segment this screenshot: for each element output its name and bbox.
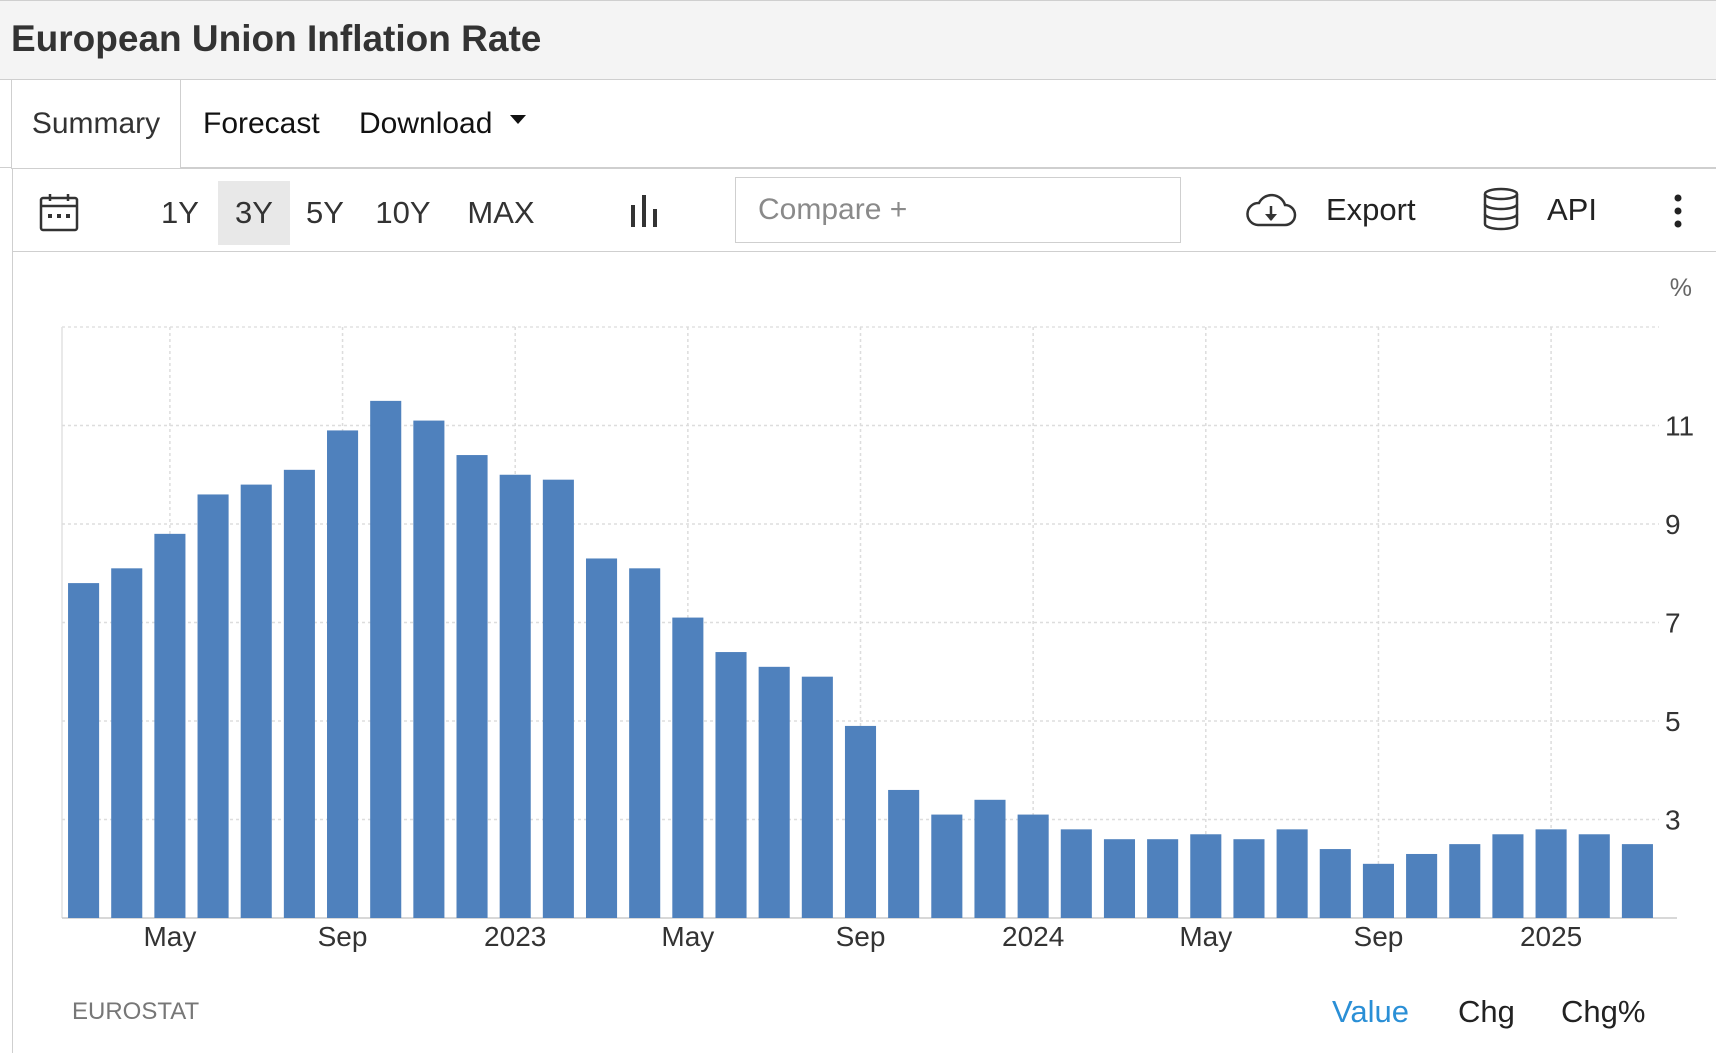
x-tick-label: Sep: [1354, 921, 1404, 952]
bar: [1060, 829, 1092, 918]
x-tick-label: Sep: [836, 921, 886, 952]
chart-toolbar: 1Y 3Y 5Y 10Y MAX Compare + Export API: [12, 168, 1716, 252]
footer-tab-value[interactable]: Value: [1332, 994, 1409, 1029]
range-5y-button[interactable]: 5Y: [306, 195, 344, 230]
tab-summary[interactable]: Summary: [11, 80, 181, 169]
tab-download-label: Download: [359, 107, 493, 140]
bar: [888, 789, 920, 918]
bar: [327, 430, 359, 918]
range-3y-button[interactable]: 3Y: [218, 181, 290, 245]
bar: [758, 666, 790, 918]
bar: [456, 455, 488, 918]
tab-download[interactable]: Download: [359, 80, 527, 168]
bar: [1190, 834, 1222, 918]
bar: [111, 568, 143, 918]
y-tick-label: 3: [1665, 805, 1681, 836]
bar: [1578, 834, 1610, 918]
chart-bars: [68, 400, 1653, 918]
y-tick-label: 5: [1665, 706, 1681, 737]
caret-down-icon: [510, 114, 527, 124]
range-10y-button[interactable]: 10Y: [375, 195, 431, 230]
x-tick-label: 2023: [484, 921, 546, 952]
more-vertical-icon[interactable]: [1673, 193, 1683, 229]
calendar-icon[interactable]: [39, 192, 79, 232]
x-tick-label: Sep: [318, 921, 368, 952]
x-tick-label: May: [1179, 921, 1232, 952]
y-tick-label: 7: [1665, 608, 1681, 639]
y-axis-ticks: 3 5 7 9 11: [1665, 411, 1694, 836]
bar: [542, 479, 574, 918]
y-tick-label: 9: [1665, 509, 1681, 540]
x-axis-ticks: May Sep 2023 May Sep 2024 May Sep 2025: [143, 921, 1582, 952]
compare-input[interactable]: Compare +: [735, 177, 1181, 243]
bar: [68, 583, 100, 918]
cloud-download-icon: [1246, 193, 1297, 227]
bar: [370, 400, 402, 918]
database-icon: [1483, 187, 1519, 231]
bar: [1492, 834, 1524, 918]
footer-tab-chg-percent[interactable]: Chg%: [1561, 994, 1646, 1029]
export-label: Export: [1326, 192, 1416, 227]
bar: [499, 474, 531, 918]
bar: [1276, 829, 1308, 918]
bar: [154, 533, 186, 918]
bar-chart-icon[interactable]: [627, 193, 663, 229]
bar: [715, 652, 747, 918]
api-label: API: [1547, 192, 1597, 227]
range-1y-button[interactable]: 1Y: [161, 195, 199, 230]
bar: [801, 676, 833, 918]
bar: [629, 568, 661, 918]
bar: [1319, 849, 1351, 918]
x-tick-label: 2024: [1002, 921, 1064, 952]
bar: [1147, 839, 1179, 918]
bar: [844, 725, 877, 918]
bar: [1362, 863, 1394, 918]
bar: [283, 469, 315, 918]
source-label: EUROSTAT: [72, 998, 200, 1025]
bar: [1103, 839, 1136, 918]
bar: [672, 617, 704, 918]
bar: [197, 494, 229, 918]
bar: [1406, 853, 1438, 918]
x-tick-label: 2025: [1520, 921, 1582, 952]
y-tick-label: 11: [1665, 411, 1694, 442]
tab-bar: Summary Forecast Download: [0, 80, 1716, 169]
bar: [974, 799, 1006, 918]
chart-area: % 3 5 7 9 11 May Sep 2023 May Sep 2024 May Sep 2025: [12, 252, 1716, 1053]
bar: [240, 484, 272, 918]
title-bar: European Union Inflation Rate: [0, 0, 1716, 80]
footer-tab-chg[interactable]: Chg: [1458, 994, 1515, 1029]
bar: [1449, 844, 1481, 918]
page-title: European Union Inflation Rate: [11, 18, 542, 59]
x-tick-label: May: [661, 921, 714, 952]
bar: [1017, 814, 1049, 918]
bar: [1233, 839, 1265, 918]
bar: [585, 558, 618, 918]
range-max-button[interactable]: MAX: [467, 195, 535, 230]
bar: [413, 420, 445, 918]
tab-forecast[interactable]: Forecast: [203, 107, 320, 140]
x-tick-label: May: [143, 921, 196, 952]
unit-label: %: [1670, 274, 1692, 302]
bar: [1621, 844, 1653, 918]
inflation-bar-chart: % 3 5 7 9 11 May Sep 2023 May Sep 2024 May Sep 2025: [61, 274, 1694, 952]
bar: [931, 814, 963, 918]
bar: [1535, 829, 1567, 918]
